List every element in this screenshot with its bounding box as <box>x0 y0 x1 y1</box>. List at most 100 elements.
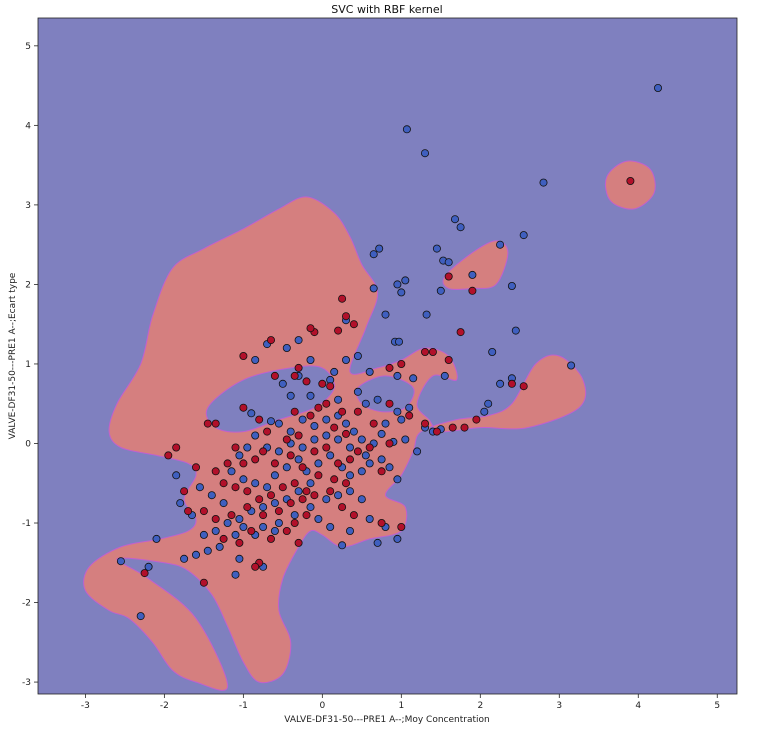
class-0-point <box>298 415 307 424</box>
class-0-point <box>402 125 411 134</box>
class-1-point <box>385 399 394 408</box>
class-1-point <box>239 459 248 468</box>
class-0-point <box>219 499 228 508</box>
class-0-point <box>274 447 283 456</box>
class-1-point <box>302 487 311 496</box>
y-tick-label: -3 <box>22 678 31 688</box>
class-1-point <box>259 511 268 520</box>
class-1-point <box>353 447 362 456</box>
class-0-point <box>393 371 402 380</box>
class-0-point <box>251 479 260 488</box>
class-0-point <box>365 515 374 524</box>
class-0-point <box>420 149 429 158</box>
x-tick-label: 5 <box>714 701 720 711</box>
class-0-point <box>176 499 185 508</box>
class-0-point <box>436 286 445 295</box>
class-1-point <box>255 415 264 424</box>
class-0-point <box>381 419 390 428</box>
class-1-point <box>460 423 469 432</box>
chart-title: SVC with RBF kernel <box>331 3 442 16</box>
class-0-point <box>306 479 315 488</box>
class-0-point <box>361 451 370 460</box>
class-0-point <box>294 455 303 464</box>
class-1-point <box>377 467 386 476</box>
class-0-point <box>266 417 275 426</box>
class-1-point <box>420 419 429 428</box>
class-1-point <box>345 455 354 464</box>
class-0-point <box>191 550 200 559</box>
class-0-point <box>199 530 208 539</box>
class-1-point <box>314 403 323 412</box>
class-0-point <box>172 471 181 480</box>
class-0-point <box>294 336 303 345</box>
class-1-point <box>334 459 343 468</box>
y-tick-label: 5 <box>25 42 31 52</box>
class-0-point <box>270 499 279 508</box>
class-1-point <box>219 534 228 543</box>
y-tick-label: -2 <box>22 599 31 609</box>
y-axis-label: VALVE-DF31-50---PRE1 A--;Ecart type <box>8 272 18 439</box>
class-0-point <box>345 487 354 496</box>
class-1-point <box>448 423 457 432</box>
y-tick-label: 1 <box>25 360 31 370</box>
class-1-point <box>259 447 268 456</box>
class-0-point <box>314 459 323 468</box>
class-1-point <box>243 503 252 512</box>
class-1-point <box>191 463 200 472</box>
class-1-point <box>310 491 319 500</box>
class-0-point <box>322 415 331 424</box>
class-1-point <box>294 538 303 547</box>
class-1-point <box>278 483 287 492</box>
class-1-point <box>338 407 347 416</box>
x-axis: -3 -2 -1 0 1 2 3 4 5 <box>81 694 720 711</box>
class-1-point <box>255 495 264 504</box>
class-1-point <box>270 459 279 468</box>
class-1-point <box>294 363 303 372</box>
class-1-point <box>227 511 236 520</box>
class-0-point <box>274 519 283 528</box>
class-0-point <box>144 562 153 571</box>
class-0-point <box>422 310 431 319</box>
class-1-point <box>243 487 252 496</box>
class-0-point <box>377 429 386 438</box>
class-1-point <box>180 487 189 496</box>
class-1-point <box>282 527 291 536</box>
class-0-point <box>235 515 244 524</box>
class-0-point <box>413 447 422 456</box>
class-1-point <box>290 519 299 528</box>
class-1-point <box>164 451 173 460</box>
class-0-point <box>294 487 303 496</box>
class-0-point <box>345 527 354 536</box>
y-tick-label: 4 <box>25 121 31 131</box>
class-1-point <box>298 495 307 504</box>
class-1-point <box>326 382 335 391</box>
x-tick-label: 2 <box>477 701 483 711</box>
class-1-point <box>290 371 299 380</box>
class-0-point <box>401 276 410 285</box>
class-0-point <box>393 475 402 484</box>
class-0-point <box>282 343 291 352</box>
data-points <box>116 84 663 621</box>
class-1-point <box>322 443 331 452</box>
class-1-point <box>302 377 311 386</box>
class-1-point <box>341 479 350 488</box>
class-0-point <box>231 530 240 539</box>
y-tick-label: -1 <box>22 519 31 529</box>
class-0-point <box>484 399 493 408</box>
class-0-point <box>116 557 125 566</box>
class-0-point <box>341 419 350 428</box>
class-0-point <box>349 427 358 436</box>
y-tick-label: 2 <box>25 280 31 290</box>
class-0-point <box>480 407 489 416</box>
class-1-point <box>377 519 386 528</box>
class-0-point <box>211 527 220 536</box>
class-1-point <box>349 320 358 329</box>
class-0-point <box>357 435 366 444</box>
class-1-point <box>266 336 275 345</box>
class-0-point <box>341 355 350 364</box>
class-0-point <box>393 407 402 416</box>
class-0-point <box>353 387 362 396</box>
class-0-point <box>326 523 335 532</box>
class-0-point <box>365 367 374 376</box>
